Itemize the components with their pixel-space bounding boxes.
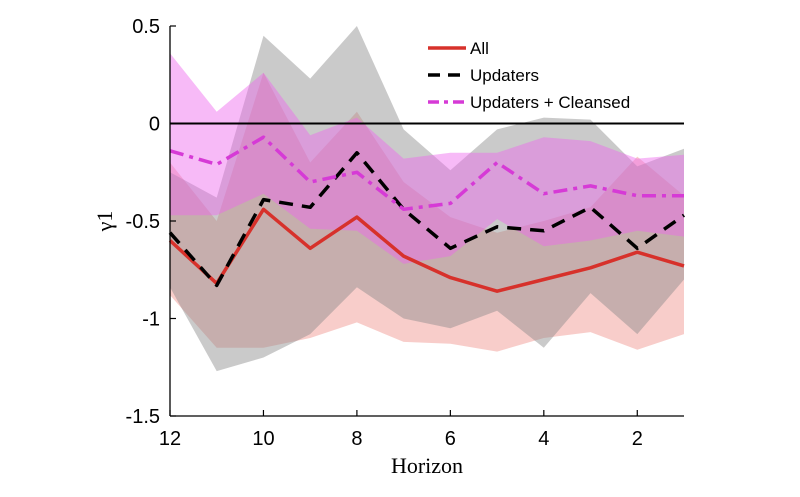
confidence-band-2 xyxy=(170,26,684,372)
legend: All Updaters Updaters + Cleansed xyxy=(428,39,630,112)
y-tick-label: -1.5 xyxy=(126,406,160,428)
series-line-2 xyxy=(168,151,686,288)
legend-label-2: Updaters xyxy=(470,66,539,85)
y-tick-label: 0.5 xyxy=(132,16,160,38)
confidence-band-3 xyxy=(170,53,684,264)
x-tick-label: 10 xyxy=(252,428,274,450)
x-tick-label: 6 xyxy=(445,428,456,450)
series-lines xyxy=(168,135,686,293)
x-tick-label: 2 xyxy=(632,428,643,450)
y-tick-label: -0.5 xyxy=(126,211,160,233)
x-tick-label: 4 xyxy=(538,428,549,450)
legend-label-3: Updaters + Cleansed xyxy=(470,93,630,112)
x-axis-label: Horizon xyxy=(391,453,463,478)
axes: 12 10 8 6 4 2 -1.5 -1 -0.5 0 0.5 xyxy=(126,16,684,450)
y-axis-label: γ1 xyxy=(92,211,117,233)
confidence-band-1 xyxy=(170,72,684,352)
confidence-bands xyxy=(170,26,684,372)
series-line-1 xyxy=(168,207,685,293)
y-tick-label: -1 xyxy=(142,309,160,331)
series-line-3 xyxy=(169,135,684,212)
y-tick-label: 0 xyxy=(149,114,160,136)
legend-label-1: All xyxy=(470,39,489,58)
x-tick-label: 12 xyxy=(159,428,181,450)
x-tick-label: 8 xyxy=(351,428,362,450)
